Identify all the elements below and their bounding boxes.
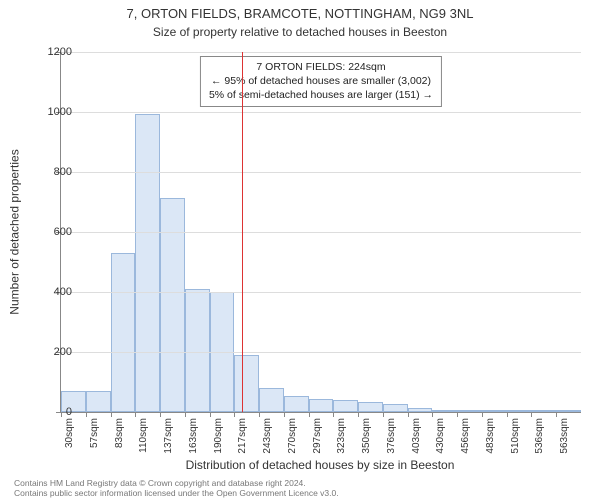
footer-line-1: Contains HM Land Registry data © Crown c… (14, 478, 339, 488)
x-tick-mark (309, 412, 310, 417)
histogram-bar (482, 410, 507, 412)
x-tick-mark (284, 412, 285, 417)
x-tick-label: 110sqm (138, 418, 149, 453)
histogram-bar (507, 410, 532, 412)
grid-line (61, 292, 581, 293)
x-tick-label: 563sqm (559, 418, 570, 454)
x-tick-mark (234, 412, 235, 417)
x-tick-mark (457, 412, 458, 417)
grid-line (61, 352, 581, 353)
x-tick-mark (408, 412, 409, 417)
histogram-bar (358, 402, 383, 412)
y-tick-label: 400 (32, 286, 72, 298)
x-tick-label: 297sqm (312, 418, 323, 454)
histogram-bar (556, 410, 581, 412)
histogram-bar (457, 410, 482, 412)
chart-container: 7, ORTON FIELDS, BRAMCOTE, NOTTINGHAM, N… (0, 0, 600, 500)
x-tick-label: 536sqm (534, 418, 545, 454)
histogram-bar (432, 410, 457, 412)
footer-line-2: Contains public sector information licen… (14, 488, 339, 498)
grid-line (61, 172, 581, 173)
x-tick-mark (259, 412, 260, 417)
x-tick-label: 350sqm (361, 418, 372, 454)
histogram-bar (333, 400, 358, 412)
x-tick-mark (333, 412, 334, 417)
chart-title: 7, ORTON FIELDS, BRAMCOTE, NOTTINGHAM, N… (0, 0, 600, 23)
x-tick-mark (432, 412, 433, 417)
x-tick-label: 456sqm (460, 418, 471, 454)
x-tick-mark (111, 412, 112, 417)
y-tick-label: 0 (32, 406, 72, 418)
grid-line (61, 112, 581, 113)
histogram-bar (185, 289, 210, 412)
x-tick-mark (86, 412, 87, 417)
x-tick-mark (135, 412, 136, 417)
histogram-bar (309, 399, 334, 413)
marker-line (242, 52, 243, 412)
histogram-bar (284, 396, 309, 413)
x-tick-mark (556, 412, 557, 417)
x-tick-label: 83sqm (114, 418, 125, 448)
grid-line (61, 232, 581, 233)
chart-subtitle: Size of property relative to detached ho… (0, 23, 600, 39)
x-tick-mark (482, 412, 483, 417)
x-tick-label: 137sqm (163, 418, 174, 454)
x-tick-label: 483sqm (485, 418, 496, 454)
x-tick-label: 217sqm (237, 418, 248, 454)
histogram-bar (531, 410, 556, 412)
plot-area: 7 ORTON FIELDS: 224sqm ← 95% of detached… (60, 52, 581, 413)
x-tick-mark (507, 412, 508, 417)
x-tick-label: 190sqm (213, 418, 224, 454)
histogram-bar (111, 253, 136, 412)
x-axis-label: Distribution of detached houses by size … (60, 458, 580, 472)
y-tick-label: 1000 (32, 106, 72, 118)
histogram-bar (86, 391, 111, 412)
x-tick-label: 163sqm (188, 418, 199, 454)
x-tick-label: 270sqm (287, 418, 298, 454)
histogram-bar (234, 355, 259, 412)
y-tick-label: 600 (32, 226, 72, 238)
x-tick-mark (185, 412, 186, 417)
footer-attribution: Contains HM Land Registry data © Crown c… (14, 478, 339, 498)
x-tick-label: 323sqm (336, 418, 347, 454)
histogram-bar (259, 388, 284, 412)
histogram-bar (135, 114, 160, 413)
x-tick-label: 403sqm (411, 418, 422, 454)
y-tick-label: 200 (32, 346, 72, 358)
y-tick-label: 1200 (32, 46, 72, 58)
x-tick-label: 57sqm (89, 418, 100, 448)
x-tick-label: 510sqm (510, 418, 521, 454)
histogram-bar (383, 404, 408, 412)
x-tick-label: 430sqm (435, 418, 446, 454)
x-tick-mark (383, 412, 384, 417)
histogram-bar (160, 198, 185, 413)
y-tick-label: 800 (32, 166, 72, 178)
y-axis-label: Number of detached properties (8, 52, 22, 412)
histogram-bar (408, 408, 433, 412)
x-tick-label: 376sqm (386, 418, 397, 454)
x-tick-label: 30sqm (64, 418, 75, 448)
grid-line (61, 52, 581, 53)
x-tick-mark (358, 412, 359, 417)
x-tick-mark (160, 412, 161, 417)
x-tick-mark (531, 412, 532, 417)
marker-annotation: 7 ORTON FIELDS: 224sqm ← 95% of detached… (200, 56, 442, 107)
x-tick-label: 243sqm (262, 418, 273, 454)
x-tick-mark (210, 412, 211, 417)
